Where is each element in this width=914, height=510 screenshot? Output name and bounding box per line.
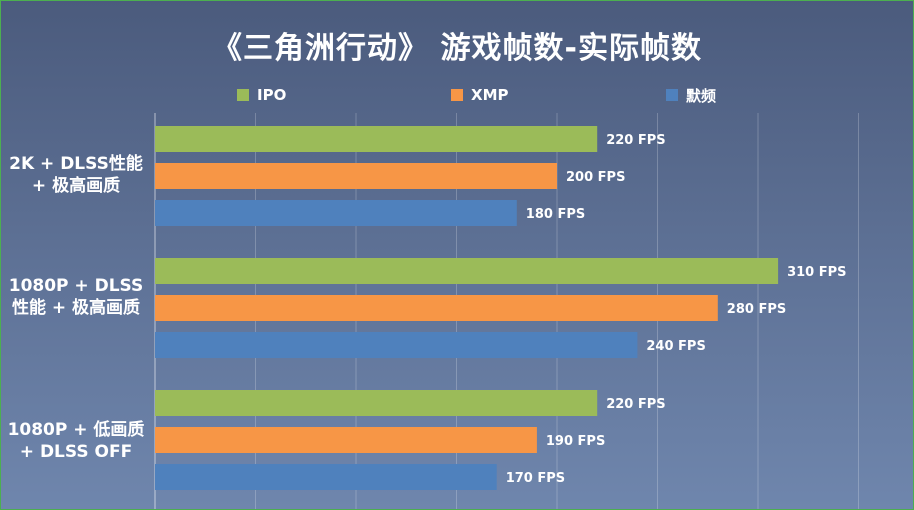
legend-item-ipo: IPO	[237, 85, 286, 105]
bar-value-label: 200 FPS	[566, 170, 625, 185]
legend-label-xmp: XMP	[471, 86, 509, 104]
category-label-1080p-dlss: 1080P + DLSS 性能 + 极高画质	[8, 276, 144, 318]
bar-IPO-0	[155, 126, 598, 152]
bar-value-label: 180 FPS	[526, 207, 585, 222]
bar-默频-2	[155, 464, 497, 490]
legend-swatch-ipo	[237, 89, 249, 101]
bar-value-label: 190 FPS	[546, 434, 605, 449]
category-label-2k: 2K + DLSS性能 + 极高画质	[9, 154, 143, 196]
bar-IPO-1	[155, 258, 779, 284]
bar-XMP-2	[155, 427, 537, 453]
bar-value-label: 170 FPS	[506, 471, 565, 486]
bar-value-label: 310 FPS	[787, 265, 846, 280]
category-label-1080p-low: 1080P + 低画质 + DLSS OFF	[7, 420, 145, 462]
bar-默频-0	[155, 200, 517, 226]
bar-XMP-0	[155, 163, 557, 189]
bar-value-label: 220 FPS	[606, 397, 665, 412]
legend-swatch-xmp	[451, 89, 463, 101]
legend-label-ipo: IPO	[257, 86, 287, 104]
bar-value-label: 220 FPS	[606, 133, 665, 148]
bar-value-label: 280 FPS	[727, 302, 786, 317]
legend-label-default: 默频	[686, 86, 717, 105]
chart-title: 《三角洲行动》 游戏帧数-实际帧数	[212, 31, 702, 66]
bar-默频-1	[155, 332, 638, 358]
legend-item-xmp: XMP	[451, 85, 509, 105]
bar-value-label: 240 FPS	[646, 339, 705, 354]
legend-swatch-default	[666, 89, 678, 101]
bar-XMP-1	[155, 295, 718, 321]
bar-IPO-2	[155, 390, 598, 416]
legend-item-default: 默频	[666, 85, 716, 105]
